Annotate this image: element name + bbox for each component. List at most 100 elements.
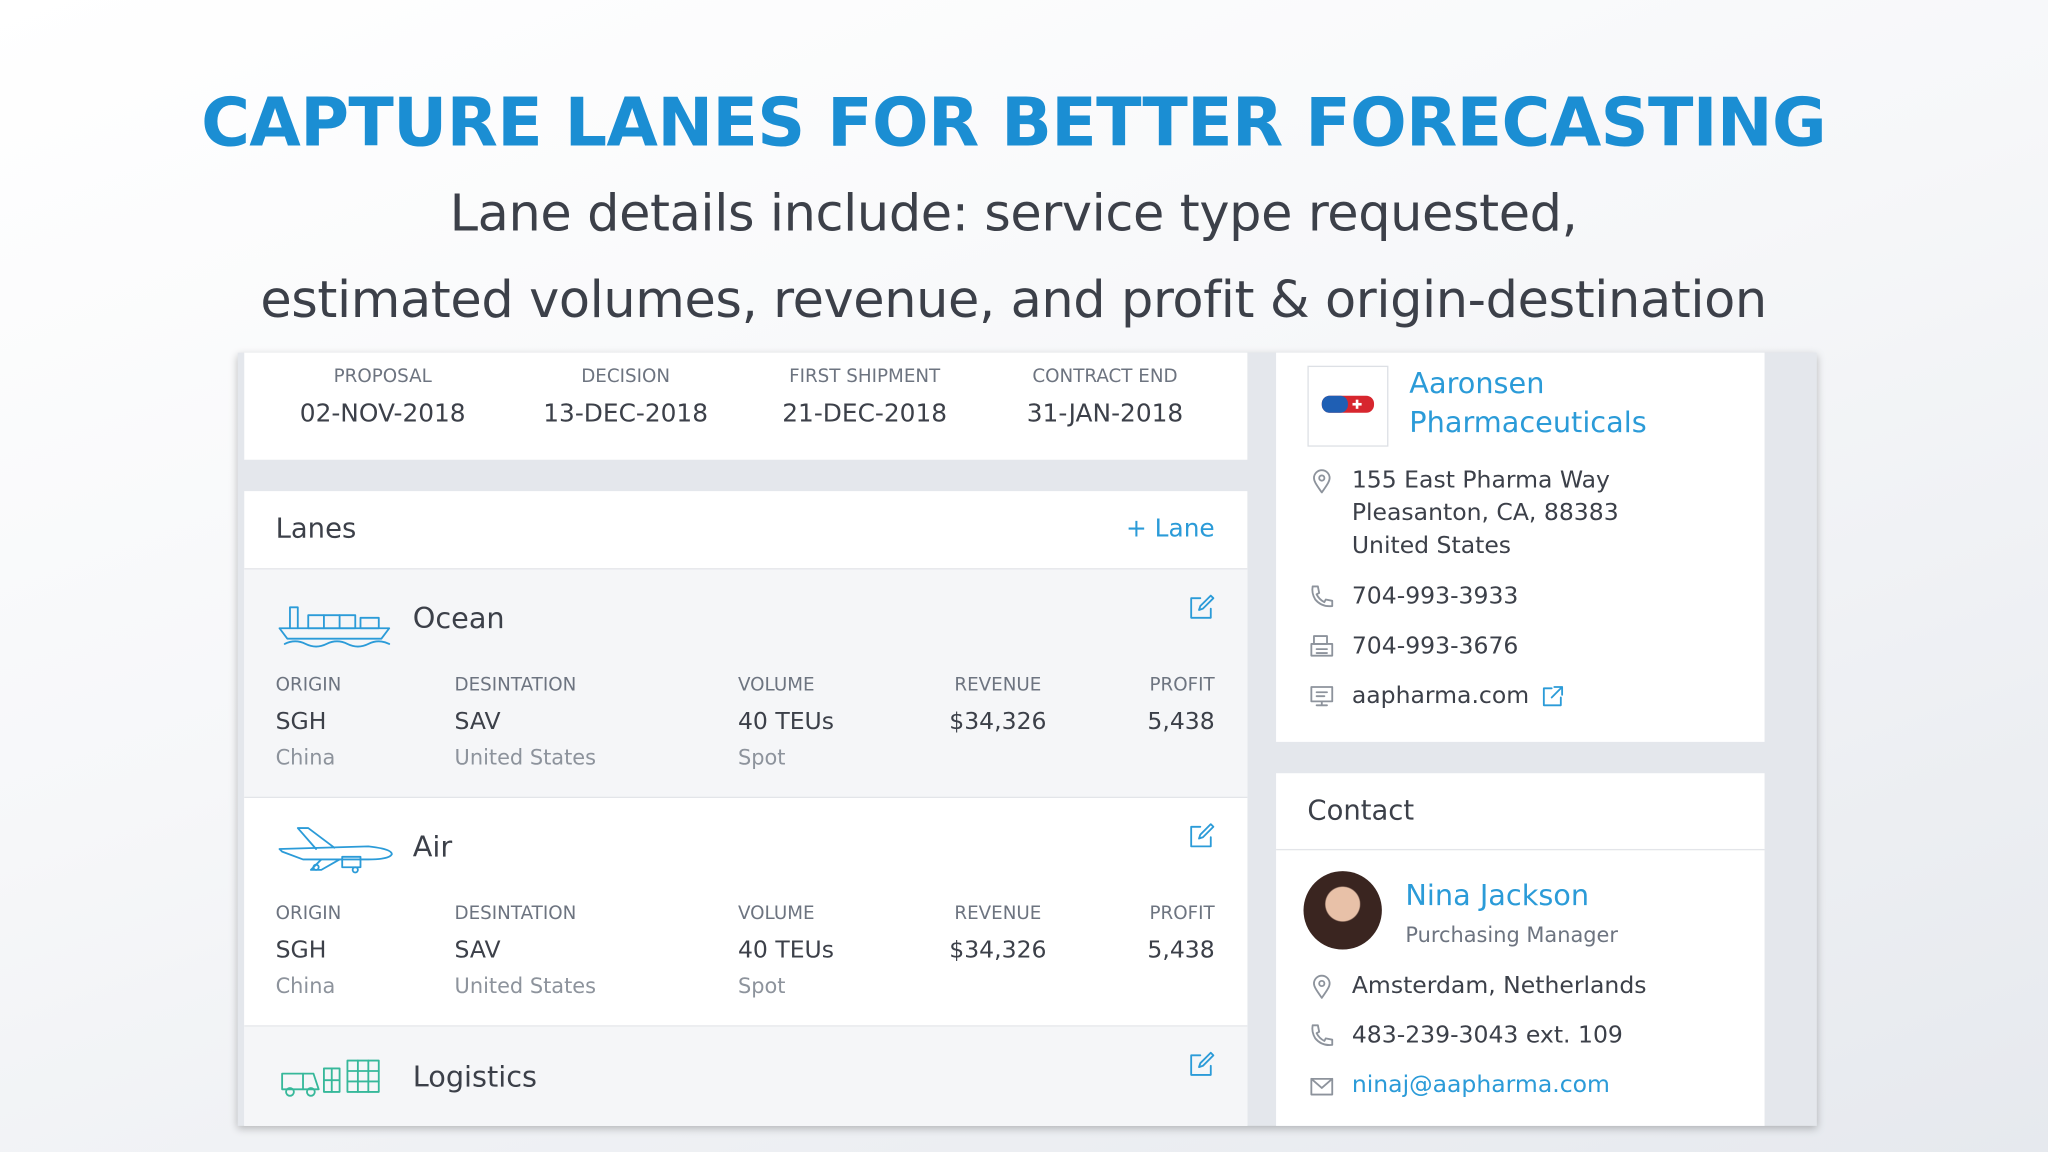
website-icon-part xyxy=(1315,691,1328,707)
lane-column-value: $34,326 xyxy=(949,936,1047,965)
edit-lane-button[interactable] xyxy=(1189,594,1215,620)
lane-column-label: ORIGIN xyxy=(275,903,342,925)
company-address: Pleasanton, CA, 88383 xyxy=(1351,499,1619,527)
email-icon-part xyxy=(1310,1077,1334,1096)
company-logo xyxy=(1307,365,1389,447)
lane-column-detail: United States xyxy=(454,973,597,999)
fax-icon xyxy=(1310,635,1334,657)
edit-lane-button[interactable] xyxy=(1189,823,1215,849)
milestone-label: PROPOSAL xyxy=(333,366,432,388)
email-icon-part xyxy=(1310,1077,1334,1089)
contact-role: Purchasing Manager xyxy=(1405,922,1618,948)
lane-row-bg xyxy=(244,569,1248,799)
lane-mode-icon-part xyxy=(302,1072,320,1091)
lane-column-detail: China xyxy=(275,973,336,999)
page-title: CAPTURE LANES FOR BETTER FORECASTING xyxy=(201,85,1827,163)
company-address: United States xyxy=(1351,531,1512,560)
lane-mode-icon-part xyxy=(285,1087,295,1097)
lane-mode-icon-part xyxy=(278,627,391,640)
phone-icon xyxy=(1311,585,1334,608)
lane-mode-icon-part xyxy=(341,855,362,869)
add-lane-button[interactable]: + Lane xyxy=(1125,514,1215,543)
avatar xyxy=(1303,871,1382,950)
website-icon-part xyxy=(1310,686,1334,703)
lane-mode-icon-part xyxy=(312,863,320,871)
company-phone: 704-993-3933 xyxy=(1351,582,1519,611)
lane-mode-icon-part xyxy=(307,614,357,630)
lane-column-detail: United States xyxy=(454,745,597,770)
lane-column-value: SGH xyxy=(275,708,327,736)
contact-name[interactable]: Nina Jackson xyxy=(1405,880,1590,913)
phone-icon-part xyxy=(1311,585,1334,608)
fax-icon-part xyxy=(1310,643,1334,657)
milestone-label: FIRST SHIPMENT xyxy=(789,366,941,388)
external-link-button-part xyxy=(1542,687,1562,707)
edit-lane-button-part xyxy=(1198,823,1215,840)
lane-column-label: PROFIT xyxy=(1149,903,1215,925)
lane-column-detail: Spot xyxy=(737,973,786,999)
lane-column-label: VOLUME xyxy=(737,903,815,925)
lane-column-detail: China xyxy=(275,745,336,770)
lane-column-value: SAV xyxy=(454,936,501,965)
lane-mode: Air xyxy=(412,831,453,865)
milestone-date: 31-JAN-2018 xyxy=(1026,399,1184,428)
lane-column-label: PROFIT xyxy=(1149,674,1215,696)
milestones-card xyxy=(244,352,1248,460)
edit-lane-button-part xyxy=(1198,1051,1215,1069)
milestone-date: 21-DEC-2018 xyxy=(782,399,948,428)
lane-column-value: 40 TEUs xyxy=(737,708,835,736)
milestone-label: CONTRACT END xyxy=(1032,366,1178,388)
company-address: 155 East Pharma Way xyxy=(1351,466,1610,494)
external-link-button[interactable] xyxy=(1541,684,1565,708)
lane-mode: Logistics xyxy=(412,1061,538,1095)
edit-lane-button-part xyxy=(1190,597,1212,619)
lane-mode-icon xyxy=(278,606,391,648)
address-icon-part xyxy=(1318,474,1326,482)
contact-email[interactable]: ninaj@aapharma.com xyxy=(1351,1071,1610,1099)
lane-column-detail: Spot xyxy=(737,745,786,770)
contact-phone: 483-239-3043 ext. 109 xyxy=(1351,1021,1623,1050)
lane-mode-icon-part xyxy=(283,640,391,648)
address-icon-part xyxy=(1313,469,1331,494)
lane-row-bg xyxy=(244,1026,1248,1126)
external-link-button-part xyxy=(1550,686,1564,699)
lane-mode-icon-part xyxy=(296,827,336,850)
milestone-date: 02-NOV-2018 xyxy=(299,399,466,428)
lane-column-label: REVENUE xyxy=(954,674,1042,696)
lane-mode-icon xyxy=(281,1059,380,1097)
lane-mode-icon-part xyxy=(351,866,359,874)
lane-mode-icon-part xyxy=(346,1059,380,1093)
location-icon xyxy=(1313,974,1331,999)
edit-lane-button[interactable] xyxy=(1189,1051,1215,1077)
edit-lane-button-part xyxy=(1198,594,1215,611)
website-icon xyxy=(1310,686,1334,707)
contact-title: Contact xyxy=(1307,794,1415,826)
location-icon-part xyxy=(1318,979,1326,988)
contact-card xyxy=(1276,773,1765,1126)
lane-column-value: 5,438 xyxy=(1147,708,1215,736)
company-name: Pharmaceuticals xyxy=(1409,407,1647,440)
fax-icon-part xyxy=(1313,635,1328,645)
edit-lane-button-part xyxy=(1190,825,1212,848)
lane-mode-icon-part xyxy=(278,845,393,861)
lane-column-value: 5,438 xyxy=(1147,936,1215,965)
lane-column-label: VOLUME xyxy=(737,674,815,696)
company-website[interactable]: aapharma.com xyxy=(1351,682,1530,710)
company-name: Aaronsen xyxy=(1409,368,1545,401)
fax-icon-part xyxy=(1315,648,1328,654)
company-fax: 704-993-3676 xyxy=(1351,632,1519,660)
location-icon-part xyxy=(1313,974,1331,999)
lane-column-value: SGH xyxy=(275,936,327,965)
lane-column-label: ORIGIN xyxy=(275,674,342,696)
lane-mode-icon-part xyxy=(289,606,299,630)
lane-row-bg xyxy=(244,798,1248,1027)
lane-mode-icon-part xyxy=(323,614,341,630)
phone-icon xyxy=(1311,1024,1334,1046)
lane-mode-icon-part xyxy=(346,1059,380,1093)
lane-column-value: 40 TEUs xyxy=(737,936,835,965)
contact-location: Amsterdam, Netherlands xyxy=(1351,972,1647,1000)
lane-mode-icon-part xyxy=(323,1067,341,1093)
